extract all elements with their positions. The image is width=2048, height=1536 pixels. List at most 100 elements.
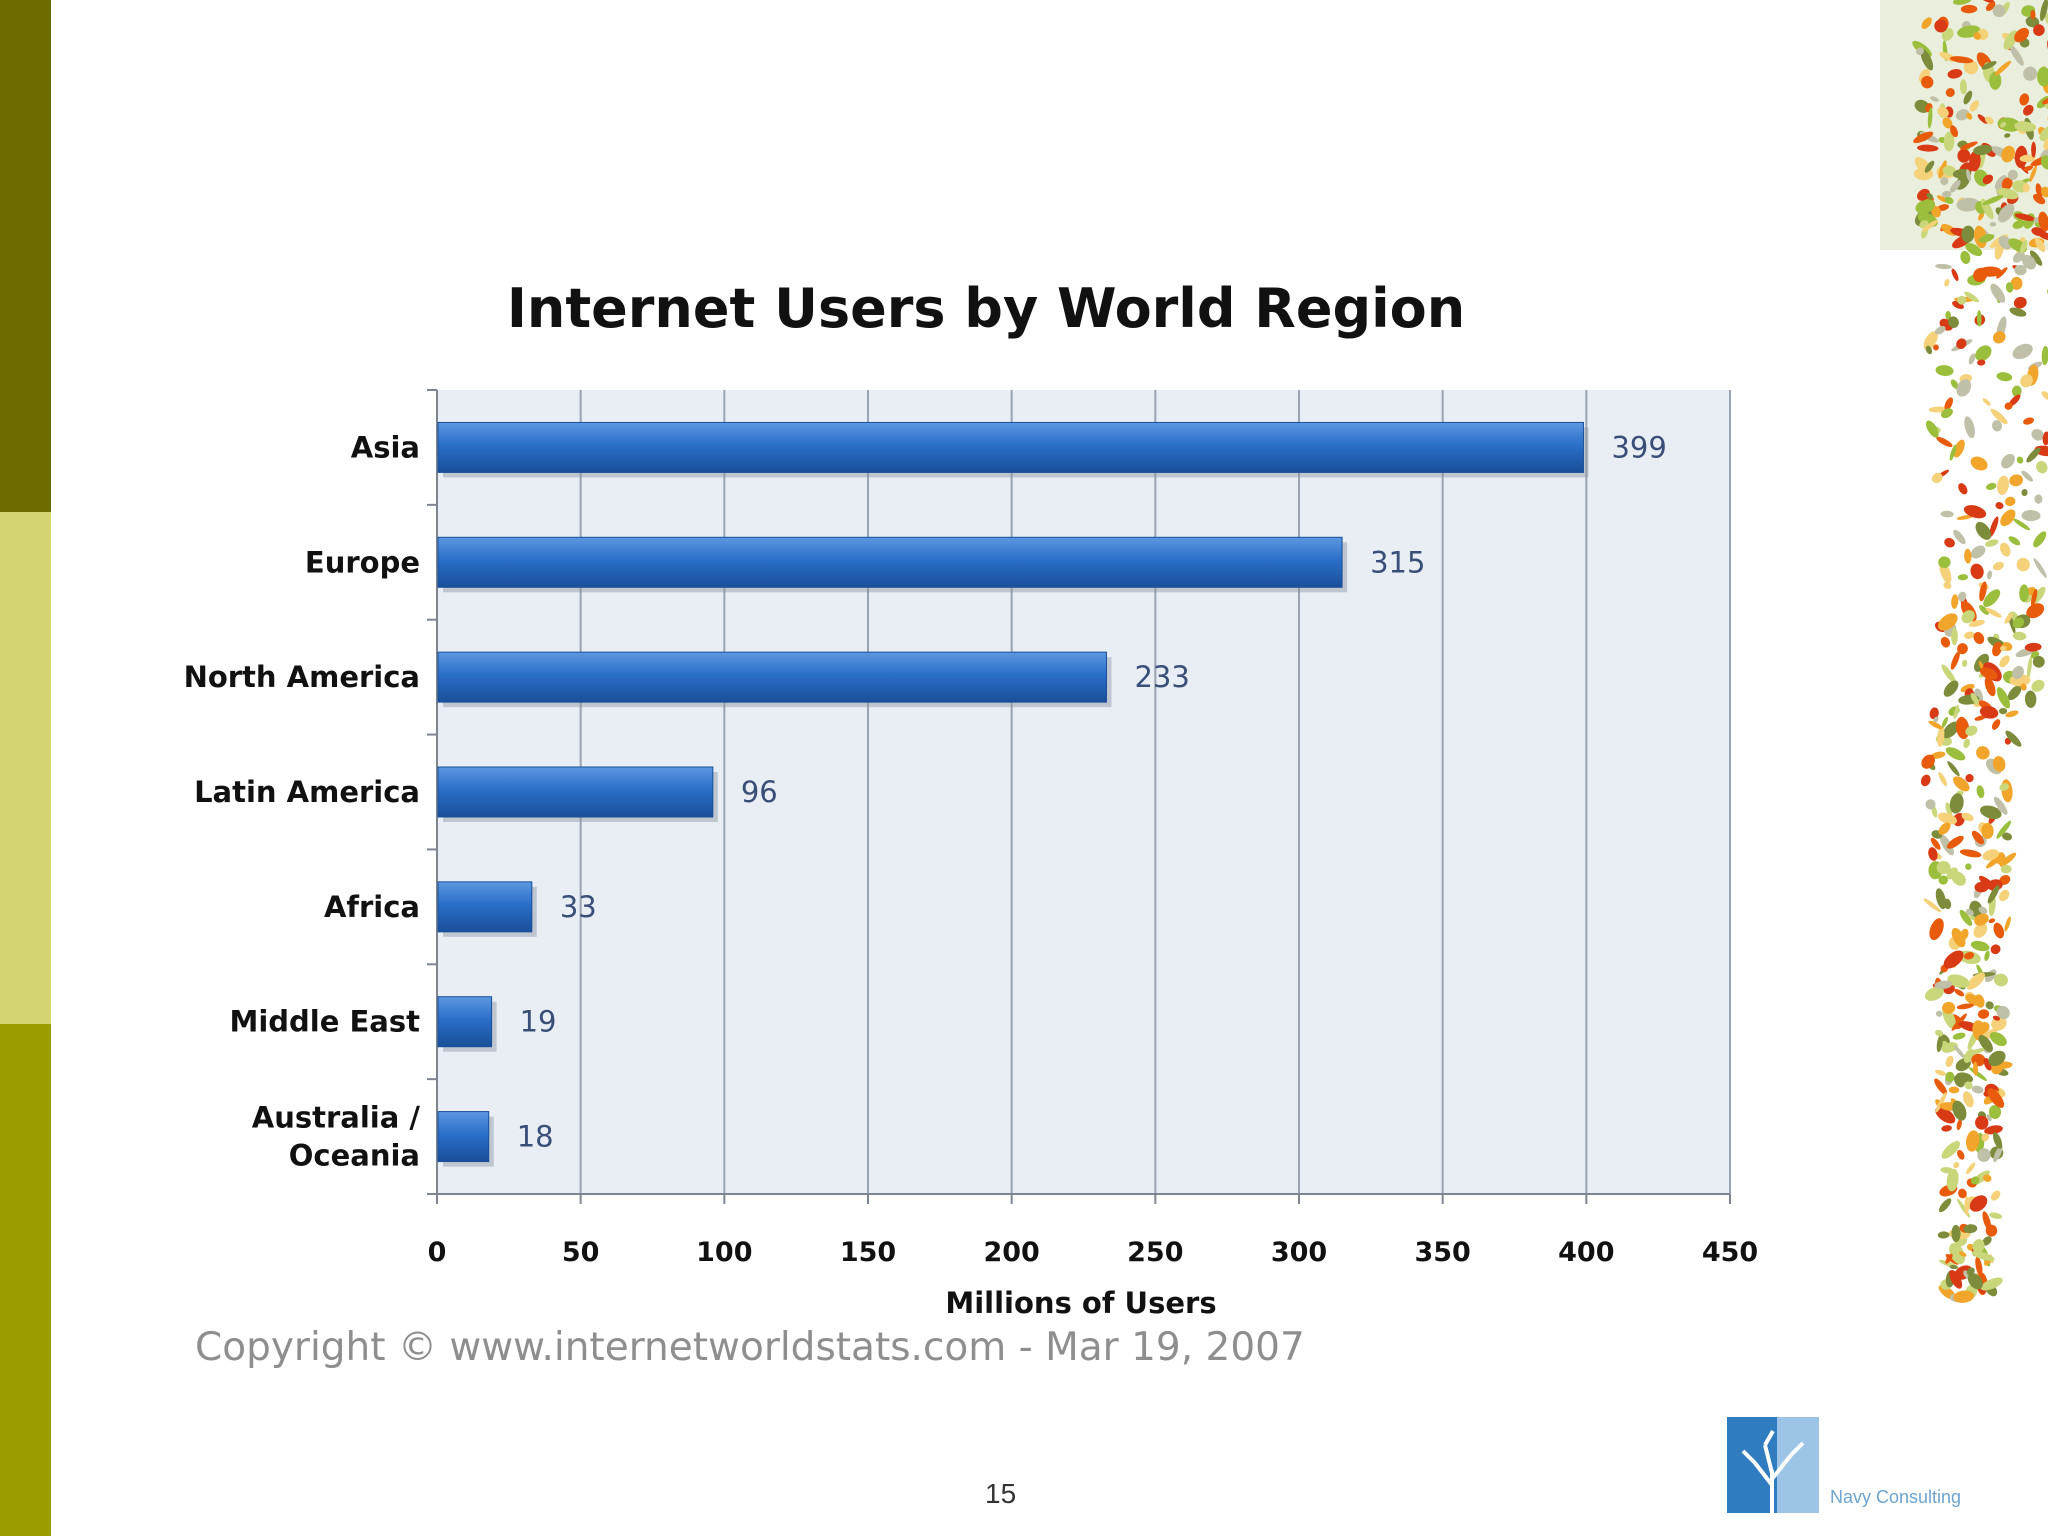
- category-label: Latin America: [194, 775, 420, 809]
- floral-leaf: [1966, 112, 1973, 120]
- floral-leaf: [1970, 1176, 1980, 1185]
- floral-leaf: [1981, 0, 1995, 4]
- floral-leaf: [1971, 830, 1984, 845]
- floral-leaf: [1990, 408, 2008, 425]
- floral-leaf: [1979, 706, 1999, 719]
- floral-leaf: [1980, 805, 2002, 820]
- floral-leaf: [2039, 124, 2048, 142]
- floral-leaf: [1988, 1050, 2006, 1067]
- floral-leaf: [1974, 881, 1989, 893]
- floral-leaf: [2000, 864, 2012, 874]
- floral-leaf: [1976, 746, 1990, 760]
- floral-leaf: [1999, 707, 2008, 715]
- floral-leaf: [1975, 521, 1992, 540]
- x-tick-label: 100: [696, 1237, 752, 1268]
- floral-leaf: [1989, 71, 2002, 90]
- floral-leaf: [1999, 783, 2010, 791]
- floral-leaf: [1977, 1148, 1991, 1162]
- floral-leaf: [1992, 561, 2004, 571]
- floral-leaf: [1999, 655, 2010, 668]
- floral-leaf: [1923, 331, 1938, 350]
- floral-leaf: [1978, 234, 1995, 243]
- floral-leaf: [1991, 420, 2003, 432]
- floral-leaf: [1930, 751, 1946, 759]
- floral-leaf: [1985, 607, 2002, 618]
- floral-leaf: [1935, 1029, 1944, 1037]
- category-label: Europe: [305, 545, 420, 579]
- floral-leaf: [1960, 4, 1978, 14]
- floral-leaf: [2001, 453, 2015, 469]
- floral-leaf: [1977, 114, 1988, 124]
- category-label: Australia / Oceania: [252, 1101, 421, 1173]
- floral-leaf: [2008, 536, 2021, 546]
- floral-leaf: [2016, 557, 2030, 572]
- floral-leaf: [1934, 325, 1946, 335]
- floral-leaf: [1976, 310, 1982, 327]
- floral-leaf: [2007, 685, 2022, 701]
- floral-leaf: [1920, 774, 1931, 787]
- floral-leaf: [2030, 9, 2036, 20]
- bar: [437, 1111, 490, 1163]
- floral-leaf: [1942, 721, 1960, 739]
- floral-leaf: [2035, 183, 2043, 198]
- copyright-notice: Copyright © www.internetworldstats.com -…: [195, 1325, 1305, 1370]
- floral-leaf: [1963, 738, 1971, 749]
- floral-leaf: [1952, 1100, 1967, 1121]
- floral-leaf: [1945, 1055, 1954, 1068]
- floral-leaf: [2004, 496, 2016, 507]
- floral-leaf: [1961, 225, 1975, 243]
- floral-leaf: [2031, 141, 2037, 158]
- floral-leaf: [2005, 710, 2019, 718]
- floral-leaf: [1969, 100, 1980, 112]
- floral-leaf: [1993, 922, 2005, 939]
- floral-leaf: [1945, 1253, 1953, 1264]
- floral-leaf: [1941, 1042, 1958, 1053]
- x-tick-label: 450: [1702, 1237, 1758, 1268]
- floral-leaf: [1996, 1005, 2010, 1020]
- bar: [437, 421, 1584, 473]
- floral-leaf: [2033, 531, 2047, 548]
- floral-leaf: [1938, 556, 1951, 569]
- floral-leaf: [1922, 219, 1939, 232]
- floral-leaf: [1987, 1088, 2005, 1108]
- floral-leaf: [1950, 379, 1959, 389]
- floral-leaf: [1938, 160, 1947, 179]
- floral-leaf: [1962, 1091, 1974, 1108]
- x-tick-label: 50: [562, 1237, 600, 1268]
- floral-leaf: [1933, 344, 1939, 351]
- floral-leaf: [1936, 861, 1951, 875]
- floral-leaf: [2040, 155, 2048, 170]
- floral-leaf: [1950, 651, 1960, 670]
- floral-leaf: [2033, 558, 2047, 578]
- floral-leaf: [1941, 1141, 1961, 1159]
- page-number: 15: [985, 1478, 1017, 1509]
- floral-leaf: [1968, 353, 1976, 365]
- floral-leaf: [1995, 502, 2004, 510]
- floral-leaf: [2005, 730, 2022, 747]
- data-label: 315: [1370, 545, 1425, 579]
- x-tick-label: 300: [1271, 1237, 1327, 1268]
- data-label: 233: [1134, 660, 1189, 694]
- floral-leaf: [1937, 725, 1945, 747]
- floral-leaf: [2013, 518, 2031, 531]
- floral-leaf: [1984, 676, 1996, 697]
- floral-leaf: [1915, 199, 1936, 214]
- floral-leaf: [1996, 820, 2012, 839]
- floral-leaf: [1998, 203, 2015, 223]
- floral-leaf: [2016, 456, 2024, 464]
- floral-leaf: [2036, 461, 2048, 474]
- floral-leaf: [1949, 180, 1961, 193]
- floral-leaf: [2042, 98, 2048, 105]
- floral-leaf: [1992, 1015, 2001, 1021]
- floral-leaf: [1980, 1277, 2003, 1291]
- tree-logo-icon: Navy Consulting: [1725, 1415, 2025, 1525]
- floral-leaf: [1941, 664, 1957, 684]
- floral-leaf: [1957, 295, 1967, 305]
- floral-leaf: [2033, 24, 2045, 36]
- floral-leaf: [1951, 594, 1959, 609]
- x-tick-label: 150: [840, 1237, 896, 1268]
- floral-leaf: [1966, 169, 1971, 182]
- floral-leaf: [2004, 613, 2013, 624]
- floral-leaf: [1953, 529, 1966, 545]
